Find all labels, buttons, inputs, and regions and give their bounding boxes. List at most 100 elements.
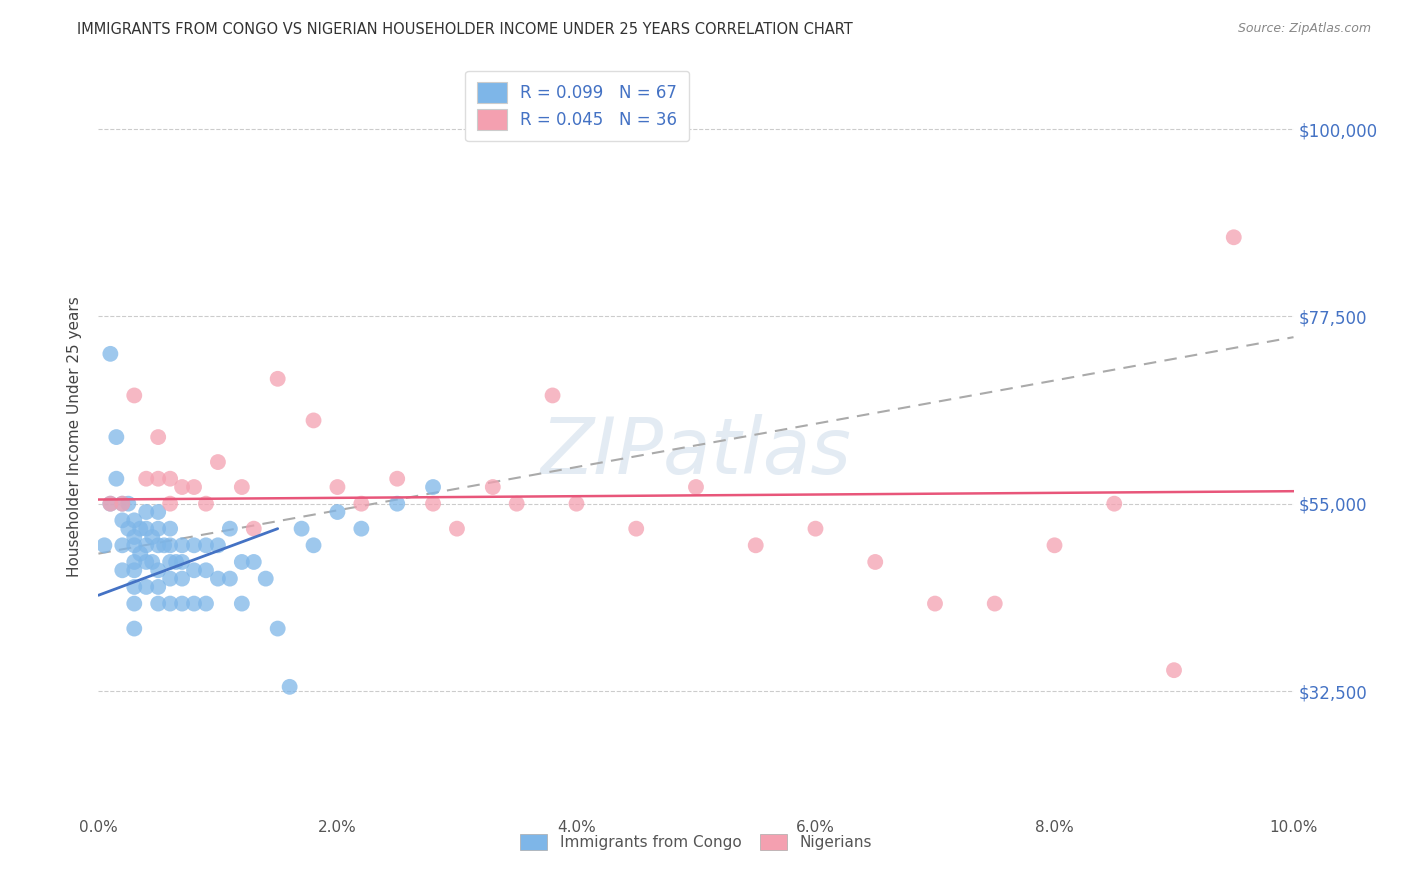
Point bbox=[243, 555, 266, 569]
Text: ZIPatlas: ZIPatlas bbox=[540, 414, 852, 490]
Point bbox=[422, 480, 444, 494]
Point bbox=[183, 538, 205, 552]
Point bbox=[172, 538, 194, 552]
Point bbox=[565, 497, 588, 511]
Point bbox=[124, 388, 146, 402]
Point bbox=[135, 505, 157, 519]
Point bbox=[172, 555, 194, 569]
Point bbox=[159, 497, 181, 511]
Point bbox=[153, 538, 176, 552]
Point bbox=[482, 480, 505, 494]
Point bbox=[124, 563, 146, 577]
Point bbox=[159, 572, 181, 586]
Point bbox=[159, 597, 181, 611]
Point bbox=[159, 555, 181, 569]
Point bbox=[148, 580, 170, 594]
Point bbox=[105, 472, 128, 486]
Point bbox=[105, 430, 128, 444]
Point bbox=[207, 572, 229, 586]
Point bbox=[111, 497, 134, 511]
Point bbox=[195, 563, 218, 577]
Point bbox=[685, 480, 707, 494]
Point bbox=[111, 538, 134, 552]
Point bbox=[865, 555, 887, 569]
Point bbox=[254, 572, 277, 586]
Point bbox=[350, 522, 373, 536]
Point bbox=[195, 538, 218, 552]
Point bbox=[984, 597, 1007, 611]
Point bbox=[267, 622, 290, 636]
Point bbox=[924, 597, 946, 611]
Point bbox=[1043, 538, 1066, 552]
Point bbox=[326, 480, 349, 494]
Point bbox=[183, 597, 205, 611]
Point bbox=[219, 522, 242, 536]
Point bbox=[159, 472, 181, 486]
Point bbox=[278, 680, 301, 694]
Point bbox=[231, 597, 253, 611]
Point bbox=[207, 538, 229, 552]
Point bbox=[93, 538, 115, 552]
Text: IMMIGRANTS FROM CONGO VS NIGERIAN HOUSEHOLDER INCOME UNDER 25 YEARS CORRELATION : IMMIGRANTS FROM CONGO VS NIGERIAN HOUSEH… bbox=[77, 22, 853, 37]
Point bbox=[183, 480, 205, 494]
Legend: Immigrants from Congo, Nigerians: Immigrants from Congo, Nigerians bbox=[513, 828, 879, 856]
Point bbox=[148, 522, 170, 536]
Point bbox=[291, 522, 314, 536]
Point bbox=[98, 347, 122, 361]
Point bbox=[129, 522, 152, 536]
Point bbox=[141, 530, 163, 544]
Point bbox=[117, 497, 139, 511]
Point bbox=[745, 538, 768, 552]
Y-axis label: Householder Income Under 25 years: Householder Income Under 25 years bbox=[67, 297, 83, 577]
Point bbox=[243, 522, 266, 536]
Point bbox=[385, 497, 409, 511]
Point bbox=[148, 430, 170, 444]
Point bbox=[124, 555, 146, 569]
Point bbox=[231, 480, 253, 494]
Point bbox=[148, 505, 170, 519]
Point bbox=[135, 538, 157, 552]
Point bbox=[135, 580, 157, 594]
Point bbox=[219, 572, 242, 586]
Point bbox=[302, 538, 325, 552]
Point bbox=[446, 522, 468, 536]
Point bbox=[135, 472, 157, 486]
Point bbox=[626, 522, 648, 536]
Point bbox=[326, 505, 349, 519]
Point bbox=[350, 497, 373, 511]
Point bbox=[111, 513, 134, 527]
Point bbox=[506, 497, 529, 511]
Point bbox=[195, 497, 218, 511]
Point bbox=[159, 538, 181, 552]
Point bbox=[148, 472, 170, 486]
Point bbox=[804, 522, 827, 536]
Point bbox=[124, 538, 146, 552]
Point bbox=[159, 522, 181, 536]
Point bbox=[1223, 230, 1246, 244]
Point bbox=[172, 480, 194, 494]
Point bbox=[195, 597, 218, 611]
Point bbox=[148, 563, 170, 577]
Point bbox=[141, 555, 163, 569]
Point bbox=[207, 455, 229, 469]
Point bbox=[98, 497, 122, 511]
Point bbox=[124, 530, 146, 544]
Point bbox=[183, 563, 205, 577]
Point bbox=[117, 522, 139, 536]
Point bbox=[165, 555, 187, 569]
Point bbox=[124, 597, 146, 611]
Point bbox=[98, 497, 122, 511]
Point bbox=[135, 555, 157, 569]
Point bbox=[422, 497, 444, 511]
Point bbox=[172, 597, 194, 611]
Point bbox=[148, 597, 170, 611]
Text: Source: ZipAtlas.com: Source: ZipAtlas.com bbox=[1237, 22, 1371, 36]
Point bbox=[111, 563, 134, 577]
Point bbox=[172, 572, 194, 586]
Point bbox=[124, 513, 146, 527]
Point bbox=[124, 622, 146, 636]
Point bbox=[302, 413, 325, 427]
Point bbox=[129, 547, 152, 561]
Point bbox=[1163, 663, 1185, 677]
Point bbox=[267, 372, 290, 386]
